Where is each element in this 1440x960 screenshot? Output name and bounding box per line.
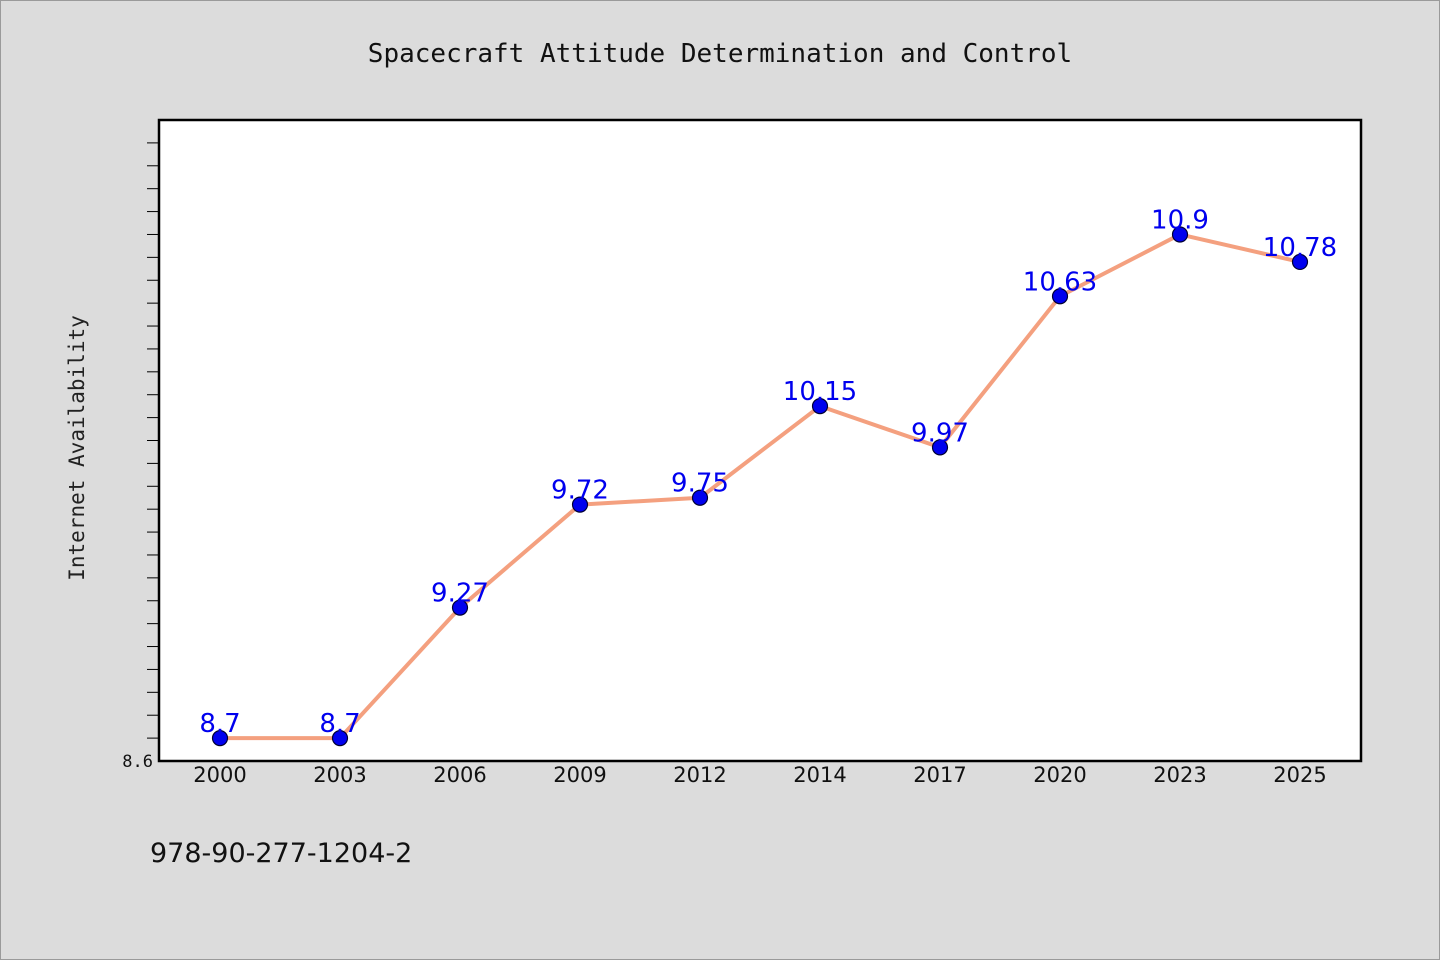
chart-title: Spacecraft Attitude Determination and Co… [368, 39, 1072, 69]
x-tick-label: 2014 [793, 763, 846, 787]
x-tick-label: 2009 [553, 763, 606, 787]
x-tick-label: 2017 [913, 763, 966, 787]
data-label: 10.78 [1263, 233, 1337, 263]
data-label: 9.72 [551, 476, 609, 506]
data-label: 9.75 [671, 469, 729, 499]
isbn-text: 978-90-277-1204-2 [150, 838, 412, 869]
x-axis-ticks: 2000 2003 2006 2009 2012 2014 2017 2020 2023 2025 [193, 763, 1326, 787]
x-tick-label: 2023 [1153, 763, 1206, 787]
data-markers [211, 226, 1309, 747]
x-tick-label: 2003 [313, 763, 366, 787]
y-axis-label: Internet Availability [65, 315, 89, 581]
data-label: 10.9 [1151, 205, 1209, 235]
data-point [211, 730, 229, 747]
data-label: 9.27 [431, 579, 489, 609]
x-tick-label: 2025 [1273, 763, 1326, 787]
plot-area [157, 118, 1363, 763]
x-tick-label: 2012 [673, 763, 726, 787]
x-tick-label: 2020 [1033, 763, 1086, 787]
data-point [571, 496, 589, 513]
data-labels: 8.7 8.7 9.27 9.72 9.75 10.15 9.97 10.63 10.9 10.7… [199, 205, 1337, 739]
data-point [1051, 288, 1069, 305]
data-point [1171, 226, 1189, 243]
data-label: 8.7 [319, 709, 360, 739]
data-point [931, 439, 949, 456]
x-tick-label: 2000 [193, 763, 246, 787]
data-label: 10.63 [1023, 267, 1097, 297]
x-tick-label: 2006 [433, 763, 486, 787]
y-tick-label: 8.6 [122, 752, 153, 772]
data-point [331, 730, 349, 747]
data-point [451, 599, 469, 616]
data-label: 9.97 [911, 418, 969, 448]
data-point [691, 489, 709, 506]
y-axis-ticks: 8.6 [122, 142, 159, 772]
data-point [811, 398, 829, 415]
data-label: 10.15 [783, 377, 857, 407]
data-label: 8.7 [199, 709, 240, 739]
data-point [1291, 253, 1309, 271]
series-line [220, 232, 1301, 741]
